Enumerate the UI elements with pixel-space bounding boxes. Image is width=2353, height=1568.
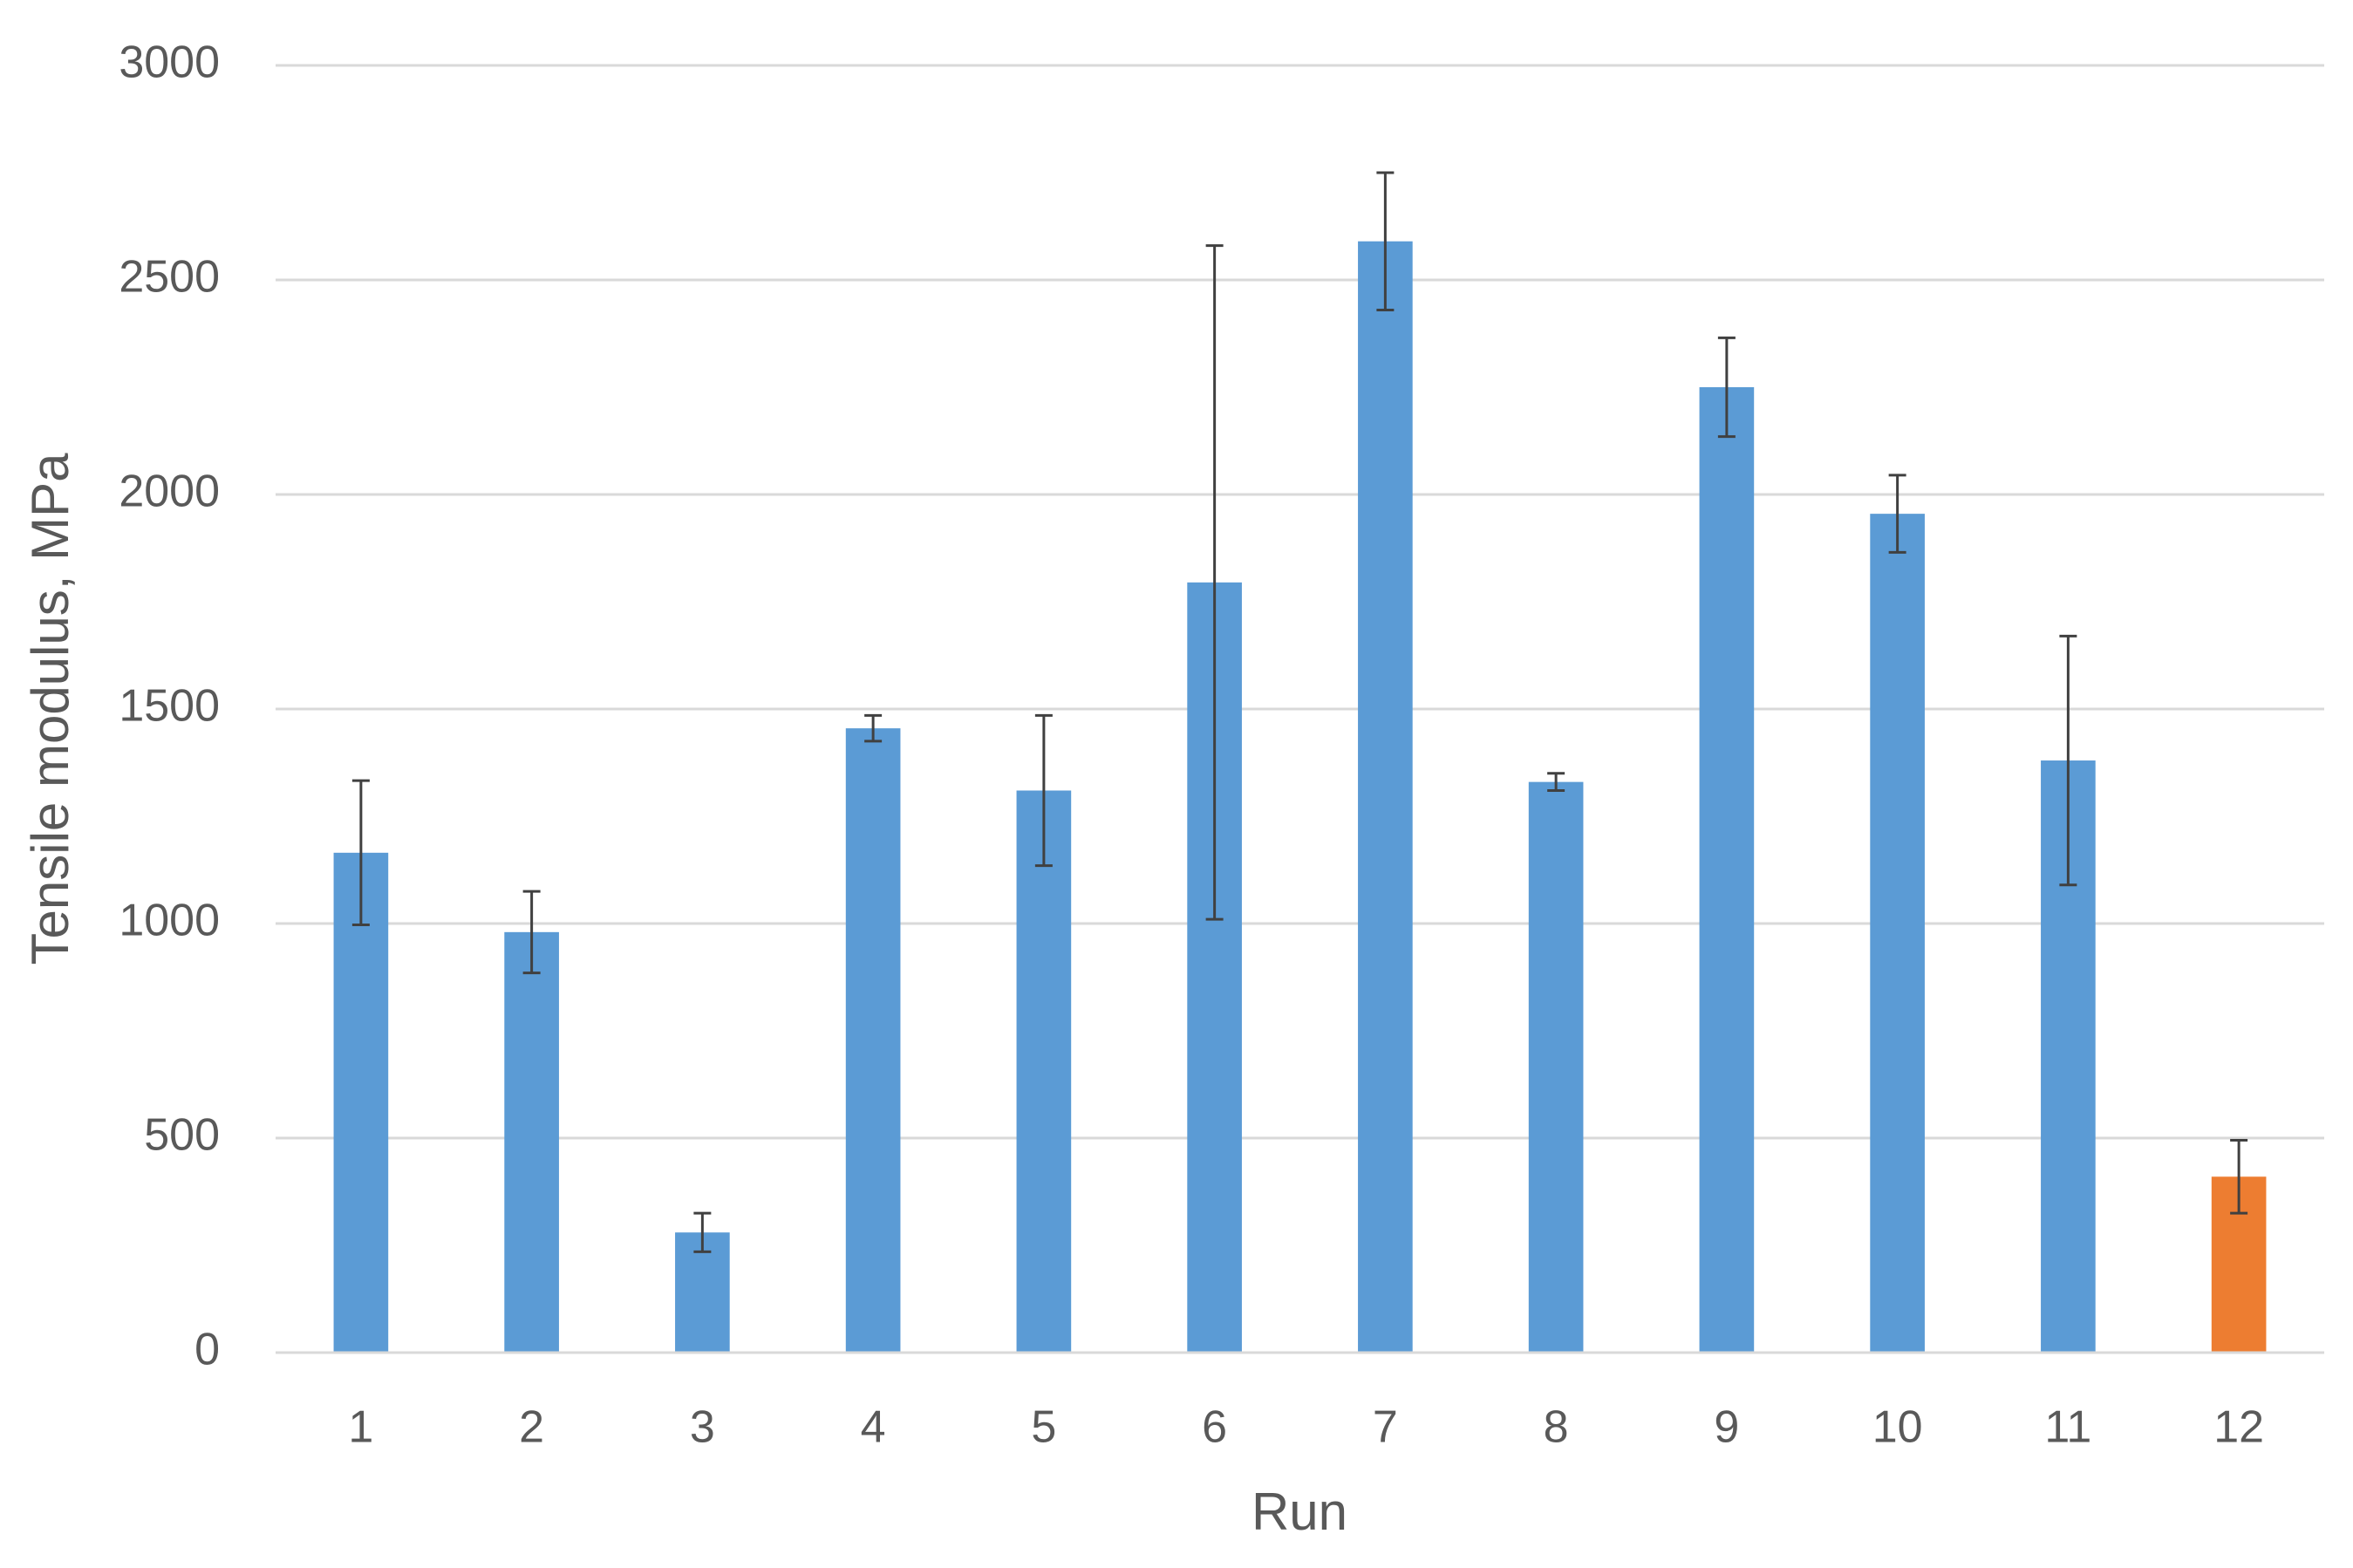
error-bar	[522, 890, 541, 975]
x-tick-label: 8	[1544, 1402, 1569, 1453]
x-tick-label: 5	[1031, 1402, 1056, 1453]
error-bar	[1717, 336, 1736, 439]
y-tick-label: 2000	[119, 467, 220, 517]
x-tick-label: 3	[690, 1402, 715, 1453]
error-bar	[1888, 474, 1906, 554]
x-axis-title: Run	[1252, 1483, 1347, 1541]
x-tick-label: 2	[519, 1402, 544, 1453]
y-tick-label: 1500	[119, 681, 220, 732]
error-bar	[864, 713, 883, 743]
error-bar	[2230, 1138, 2248, 1215]
error-bar	[2059, 634, 2077, 887]
y-axis-title: Tensile modulus, MPa	[21, 453, 79, 965]
bar	[504, 931, 559, 1353]
x-tick-label: 7	[1373, 1402, 1398, 1453]
y-tick-label: 1000	[119, 896, 220, 946]
y-tick-label: 500	[144, 1110, 220, 1161]
bar	[1870, 514, 1925, 1353]
error-bar	[1376, 171, 1395, 311]
y-tick-label: 0	[194, 1325, 220, 1375]
error-bar	[1205, 244, 1224, 921]
bar	[333, 852, 389, 1353]
x-tick-label: 9	[1714, 1402, 1739, 1453]
error-bar	[351, 779, 370, 926]
x-tick-label: 10	[1872, 1402, 1923, 1453]
bar	[1358, 241, 1413, 1353]
x-tick-label: 4	[861, 1402, 886, 1453]
x-tick-label: 6	[1202, 1402, 1227, 1453]
x-tick-label: 12	[2213, 1402, 2264, 1453]
bar	[845, 728, 901, 1353]
error-bar	[693, 1211, 712, 1253]
bar	[1528, 781, 1584, 1353]
x-tick-label: 1	[348, 1402, 373, 1453]
error-bar	[1547, 772, 1565, 792]
x-tick-label: 11	[2044, 1402, 2091, 1453]
y-tick-label: 3000	[119, 37, 220, 88]
bar	[1016, 790, 1072, 1353]
y-tick-label: 2500	[119, 252, 220, 303]
bar	[1699, 387, 1755, 1353]
error-bar	[1034, 713, 1053, 868]
